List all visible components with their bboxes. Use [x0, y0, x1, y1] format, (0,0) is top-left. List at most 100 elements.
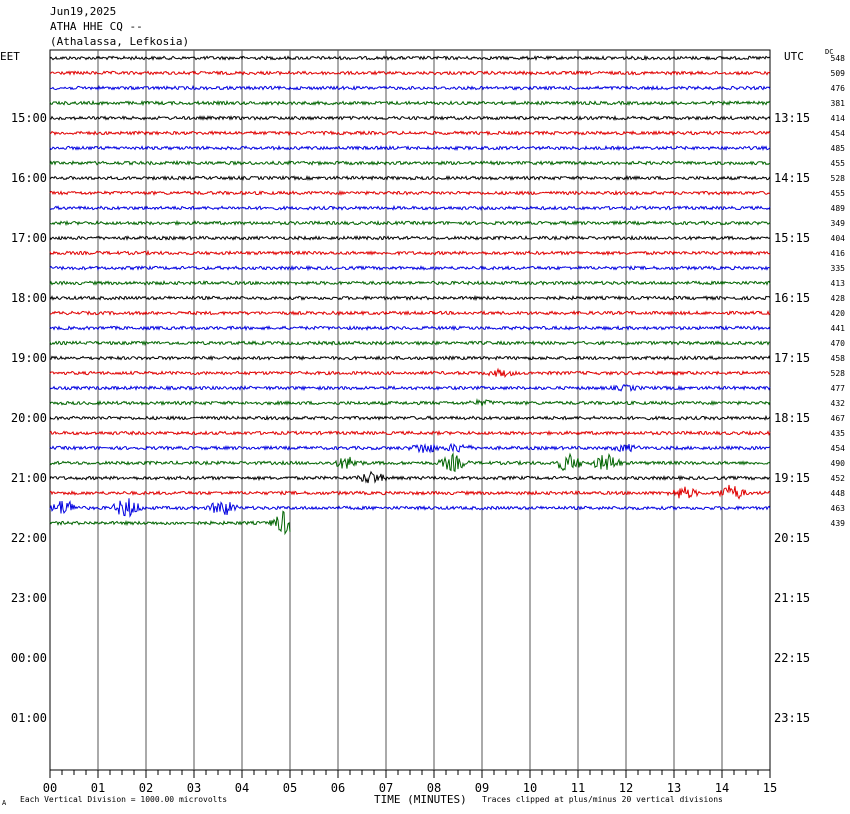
- x-tick-label-10: 10: [523, 781, 537, 795]
- trace-line-25: [49, 414, 771, 421]
- x-tick-label-15: 15: [763, 781, 777, 795]
- dc-offset-label-31: 463: [831, 504, 846, 513]
- scale-note: Each Vertical Division = 1000.00 microvo…: [20, 795, 228, 804]
- dc-offset-label-5: 414: [831, 114, 846, 123]
- trace-line-15: [49, 264, 771, 272]
- dc-offset-label-13: 404: [831, 234, 846, 243]
- dc-offset-label-29: 452: [831, 474, 846, 483]
- clip-note: Traces clipped at plus/minus 20 vertical…: [482, 795, 723, 804]
- trace-line-24: [49, 398, 771, 407]
- plot-frame: [49, 49, 771, 771]
- corner-mark: A: [2, 799, 7, 807]
- trace-line-17: [49, 294, 771, 302]
- trace-line-9: [49, 174, 771, 181]
- trace-line-8: [49, 159, 771, 167]
- left-hour-label: 17:00: [11, 231, 47, 245]
- right-hour-label: 22:15: [774, 651, 810, 665]
- trace-line-2: [49, 70, 771, 77]
- x-axis-title: TIME (MINUTES): [374, 793, 467, 806]
- dc-offset-label-18: 420: [831, 309, 846, 318]
- trace-line-20: [49, 340, 771, 347]
- dc-offset-label-19: 441: [831, 324, 846, 333]
- x-tick-label-11: 11: [571, 781, 585, 795]
- left-hour-label: 00:00: [11, 651, 47, 665]
- left-hour-label: 16:00: [11, 171, 47, 185]
- right-hour-label: 14:15: [774, 171, 810, 185]
- trace-line-12: [49, 219, 771, 227]
- trace-line-19: [49, 324, 771, 332]
- left-hour-label: 01:00: [11, 711, 47, 725]
- right-hour-label: 21:15: [774, 591, 810, 605]
- dc-offset-label-27: 454: [831, 444, 846, 453]
- trace-line-22: [49, 367, 771, 379]
- x-tick-label-09: 09: [475, 781, 489, 795]
- dc-offset-label-8: 455: [831, 159, 846, 168]
- dc-offset-label-6: 454: [831, 129, 846, 138]
- trace-line-3: [49, 84, 771, 91]
- trace-line-5: [49, 115, 771, 121]
- dc-offset-label-12: 349: [831, 219, 846, 228]
- x-tick-label-01: 01: [91, 781, 105, 795]
- dc-offset-label-4: 381: [831, 99, 846, 108]
- trace-line-23: [49, 383, 771, 392]
- dc-offset-label-32: 439: [831, 519, 846, 528]
- x-tick-label-06: 06: [331, 781, 345, 795]
- station-label: ATHA HHE CQ --: [50, 20, 143, 33]
- dc-offset-label-3: 476: [831, 84, 846, 93]
- dc-offset-label-2: 509: [831, 69, 846, 78]
- right-hour-label: 16:15: [774, 291, 810, 305]
- dc-offset-label-25: 467: [831, 414, 846, 423]
- x-tick-label-03: 03: [187, 781, 201, 795]
- left-hour-label: 19:00: [11, 351, 47, 365]
- dc-offset-label-21: 458: [831, 354, 846, 363]
- right-hour-label: 15:15: [774, 231, 810, 245]
- left-hour-label: 21:00: [11, 471, 47, 485]
- dc-offset-label-23: 477: [831, 384, 846, 393]
- x-tick-label-14: 14: [715, 781, 729, 795]
- right-hour-label: 20:15: [774, 531, 810, 545]
- trace-line-21: [49, 355, 771, 362]
- trace-line-29: [49, 470, 771, 484]
- dc-offset-label-30: 448: [831, 489, 846, 498]
- left-timezone-label: EET: [0, 50, 20, 63]
- location-label: (Athalassa, Lefkosia): [50, 35, 190, 48]
- dc-offset-label-11: 489: [831, 204, 846, 213]
- x-tick-label-08: 08: [427, 781, 441, 795]
- dc-offset-label-17: 428: [831, 294, 846, 303]
- x-tick-label-02: 02: [139, 781, 153, 795]
- trace-line-14: [49, 249, 771, 257]
- dc-offset-label-15: 335: [831, 264, 846, 273]
- x-tick-label-13: 13: [667, 781, 681, 795]
- trace-line-27: [49, 442, 771, 454]
- right-hour-label: 18:15: [774, 411, 810, 425]
- dc-offset-label-7: 485: [831, 144, 846, 153]
- trace-line-28: [49, 452, 771, 473]
- trace-line-31: [49, 498, 771, 518]
- trace-line-10: [49, 189, 771, 197]
- x-tick-label-04: 04: [235, 781, 249, 795]
- left-hour-label: 15:00: [11, 111, 47, 125]
- dc-offset-label-28: 490: [831, 459, 846, 468]
- date-label: Jun19,2025: [50, 5, 117, 18]
- trace-line-30: [49, 484, 771, 500]
- trace-line-7: [49, 144, 771, 152]
- trace-line-6: [49, 130, 771, 137]
- x-tick-label-00: 00: [43, 781, 57, 795]
- dc-label: DC: [825, 48, 834, 56]
- left-hour-label: 23:00: [11, 591, 47, 605]
- left-hour-label: 22:00: [11, 531, 47, 545]
- right-hour-label: 23:15: [774, 711, 810, 725]
- x-tick-label-12: 12: [619, 781, 633, 795]
- dc-offset-label-1: 548: [831, 54, 846, 63]
- dc-offset-label-24: 432: [831, 399, 846, 408]
- dc-offset-label-26: 435: [831, 429, 846, 438]
- right-timezone-label: UTC: [784, 50, 804, 63]
- x-tick-label-05: 05: [283, 781, 297, 795]
- trace-line-11: [49, 204, 771, 211]
- dc-offset-label-22: 528: [831, 369, 846, 378]
- trace-line-1: [49, 54, 771, 62]
- trace-line-26: [49, 429, 771, 437]
- trace-line-32: [49, 510, 291, 536]
- dc-offset-label-16: 413: [831, 279, 846, 288]
